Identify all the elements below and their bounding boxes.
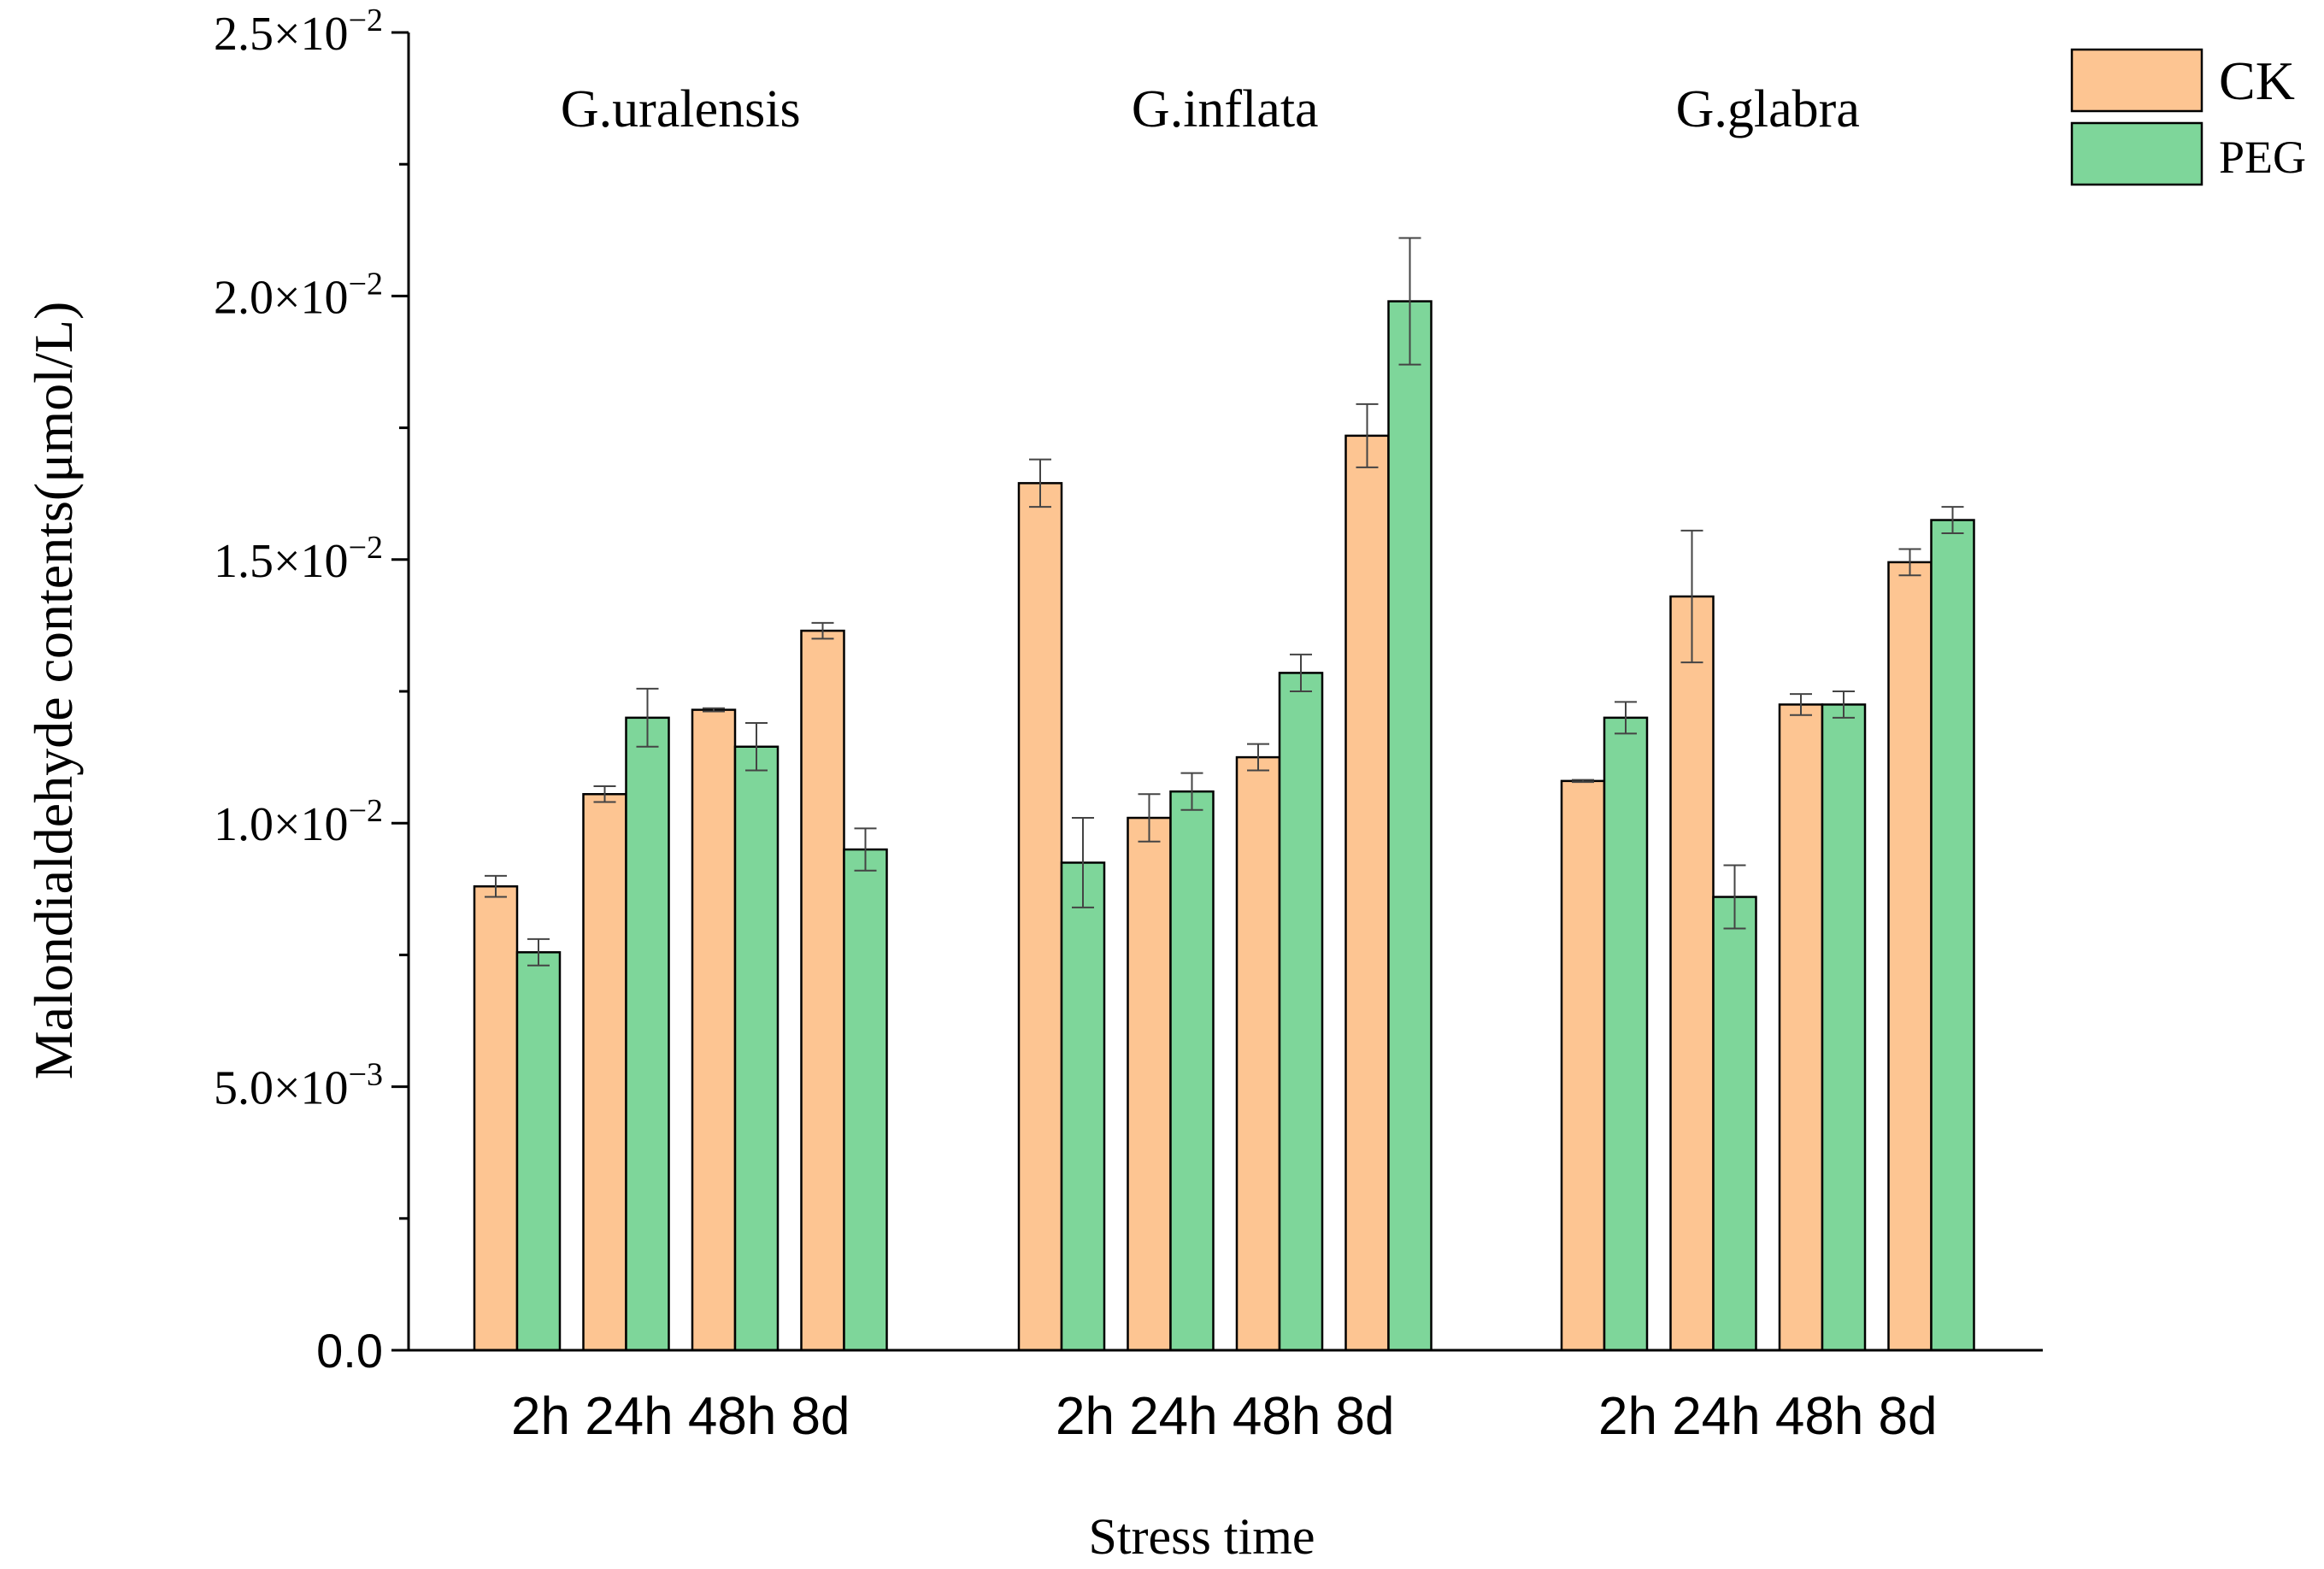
bar-ck-48h <box>691 708 737 1352</box>
bar-peg-48h <box>1278 672 1324 1352</box>
bar-peg-24h <box>625 716 670 1352</box>
x-category-labels: 2h 24h 48h 8d <box>511 1387 850 1446</box>
x-category-labels: 2h 24h 48h 8d <box>1056 1387 1395 1446</box>
y-axis-label: Malondialdehyde contents(μmol/L) <box>23 302 84 1080</box>
group-labels: G.uralensis 2h 24h 48h 8d G.inflata 2h 24h … <box>511 80 1938 1446</box>
bar-ck-8d <box>1344 434 1390 1352</box>
y-tick-label: 5.0×10−3 <box>214 1057 383 1115</box>
legend-swatch-ck <box>2070 48 2203 113</box>
group-title: G.glabra <box>1676 80 1860 138</box>
bar-ck-8d <box>1887 561 1933 1352</box>
bar-peg-24h <box>1169 790 1215 1352</box>
y-tick-label: 1.5×10−2 <box>214 530 383 588</box>
legend-label-ck: CK <box>2219 50 2295 111</box>
bar-peg-2h <box>1060 861 1106 1352</box>
y-tick-label: 2.0×10−2 <box>214 266 383 324</box>
bar-ck-24h <box>1669 595 1715 1352</box>
bar-ck-2h <box>473 884 519 1352</box>
bar-peg-2h <box>515 951 562 1352</box>
bar-ck-48h <box>1778 703 1824 1352</box>
y-tick-label: 2.5×10−2 <box>214 3 383 61</box>
y-tick-label: 0.0 <box>316 1324 383 1378</box>
bar-peg-8d <box>1930 519 1975 1352</box>
x-category-labels: 2h 24h 48h 8d <box>1598 1387 1938 1446</box>
bar-peg-24h <box>1712 896 1757 1352</box>
group-title: G.uralensis <box>561 80 801 138</box>
bar-peg-8d <box>843 848 888 1352</box>
plot-area <box>473 237 1975 1352</box>
bar-ck-24h <box>582 793 627 1352</box>
legend: CK PEG <box>2070 48 2306 186</box>
group-title: G.inflata <box>1132 80 1319 138</box>
bar-ck-2h <box>1560 779 1606 1352</box>
bar-ck-48h <box>1235 755 1281 1352</box>
bar-ck-2h <box>1017 482 1063 1352</box>
y-tick-label: 1.0×10−2 <box>214 793 383 851</box>
legend-swatch-peg <box>2070 121 2203 186</box>
x-axis-label: Stress time <box>1089 1508 1315 1565</box>
y-axis-ticks: 0.0 5.0×10−3 1.0×10−2 1.5×10−2 2.0×10−2 2.5×1… <box>214 3 409 1378</box>
bar-peg-48h <box>733 745 780 1352</box>
bar-peg-2h <box>1603 716 1649 1352</box>
bar-peg-48h <box>1821 703 1867 1352</box>
legend-label-peg: PEG <box>2219 132 2306 183</box>
bar-ck-8d <box>800 629 845 1352</box>
bar-peg-8d <box>1387 300 1433 1352</box>
bar-ck-24h <box>1127 816 1172 1352</box>
